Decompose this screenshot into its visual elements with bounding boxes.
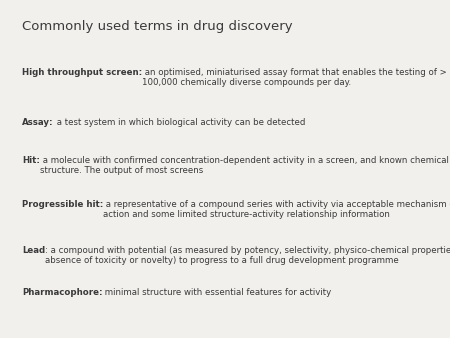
- Text: minimal structure with essential features for activity: minimal structure with essential feature…: [103, 288, 332, 297]
- Text: Commonly used terms in drug discovery: Commonly used terms in drug discovery: [22, 20, 292, 33]
- Text: Progressible hit:: Progressible hit:: [22, 200, 103, 209]
- Text: Hit:: Hit:: [22, 156, 40, 165]
- Text: Lead: Lead: [22, 246, 45, 255]
- Text: a representative of a compound series with activity via acceptable mechanism of
: a representative of a compound series wi…: [103, 200, 450, 219]
- Text: : a compound with potential (as measured by potency, selectivity, physico-chemic: : a compound with potential (as measured…: [45, 246, 450, 265]
- Text: High throughput screen:: High throughput screen:: [22, 68, 142, 77]
- Text: Pharmacophore:: Pharmacophore:: [22, 288, 103, 297]
- Text: a molecule with confirmed concentration-dependent activity in a screen, and know: a molecule with confirmed concentration-…: [40, 156, 449, 175]
- Text: Assay:: Assay:: [22, 118, 54, 127]
- Text: an optimised, miniaturised assay format that enables the testing of >
100,000 ch: an optimised, miniaturised assay format …: [142, 68, 447, 88]
- Text: a test system in which biological activity can be detected: a test system in which biological activi…: [54, 118, 305, 127]
